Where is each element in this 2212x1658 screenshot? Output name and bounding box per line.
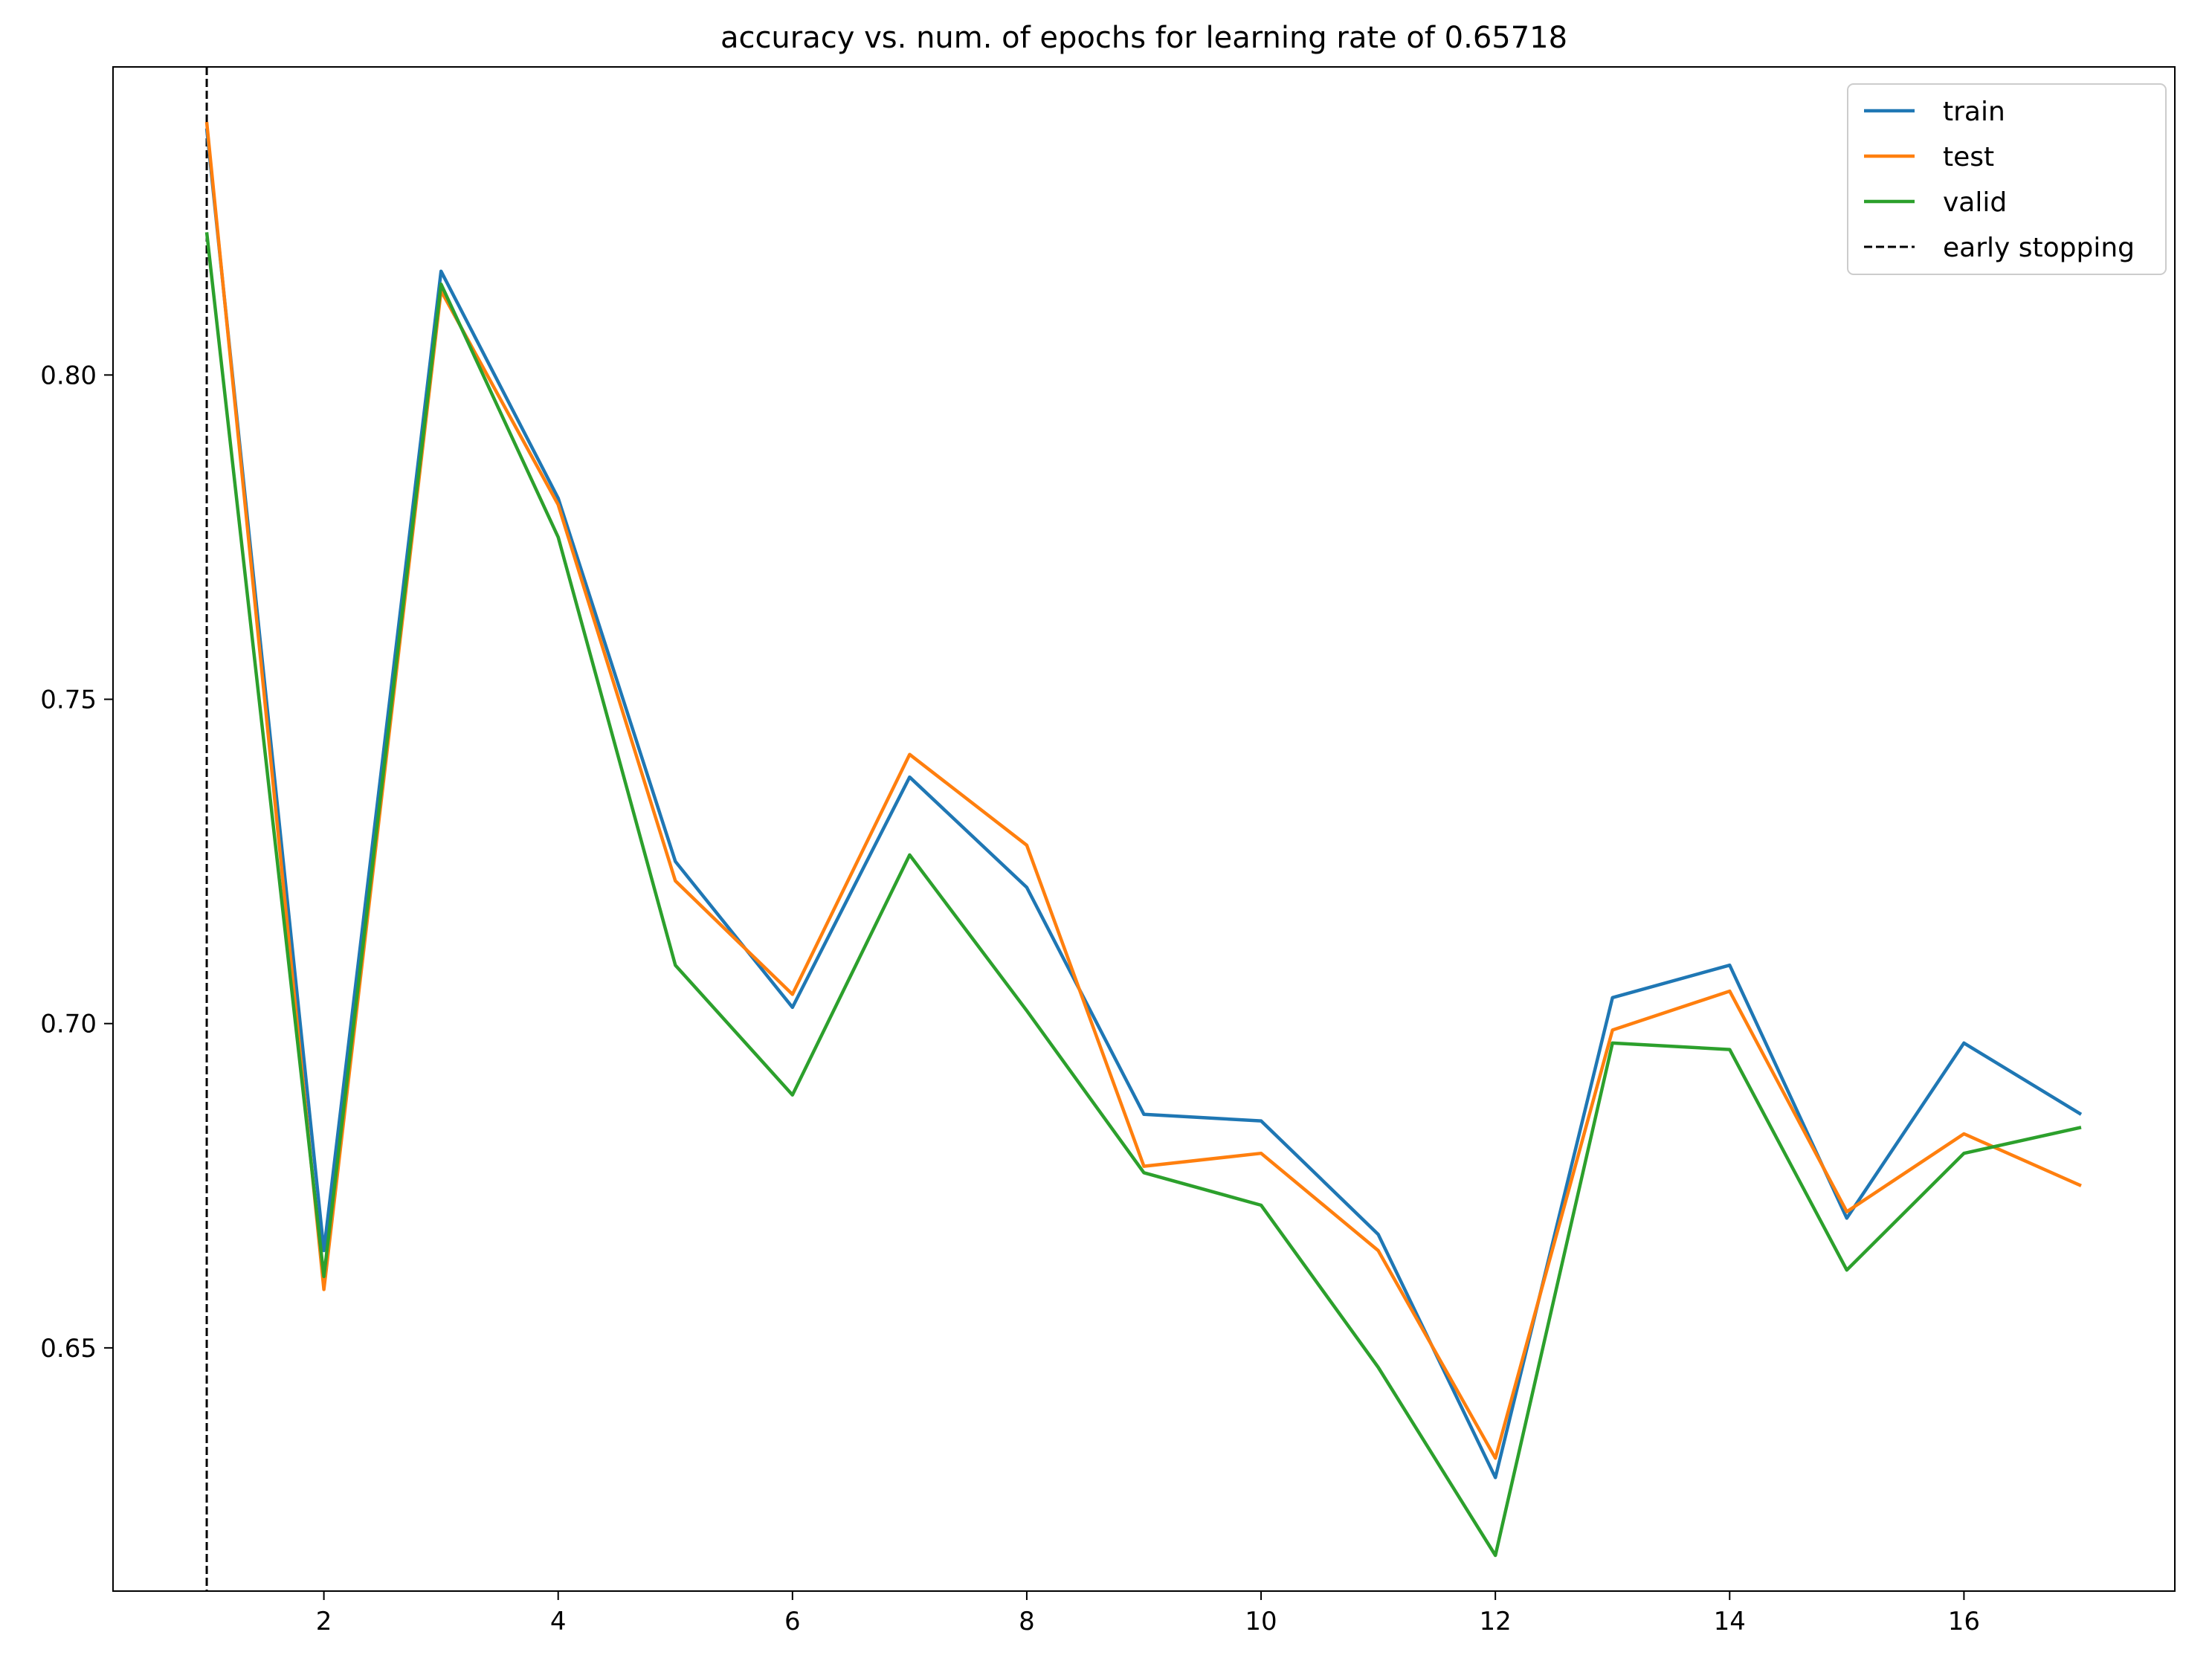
series-line-test bbox=[204, 121, 2082, 1460]
x-tick-label: 14 bbox=[1714, 1607, 1746, 1636]
x-axis: 2 4 6 8 10 12 14 16 bbox=[316, 1591, 1980, 1636]
chart-title: accuracy vs. num. of epochs for learning… bbox=[720, 21, 1567, 55]
legend: train test valid early stopping bbox=[1847, 83, 2167, 275]
series-line-valid bbox=[204, 232, 2082, 1558]
legend-label: test bbox=[1943, 142, 1994, 172]
x-tick-label: 8 bbox=[1019, 1607, 1035, 1636]
legend-box bbox=[1847, 83, 2167, 275]
x-tick-label: 6 bbox=[784, 1607, 801, 1636]
x-tick-label: 12 bbox=[1480, 1607, 1512, 1636]
y-tick-label: 0.70 bbox=[40, 1010, 97, 1039]
legend-label: valid bbox=[1943, 187, 2007, 218]
x-tick-label: 2 bbox=[316, 1607, 332, 1636]
x-tick-label: 16 bbox=[1948, 1607, 1980, 1636]
series-line-train bbox=[204, 128, 2083, 1480]
y-tick-label: 0.80 bbox=[40, 361, 97, 390]
y-tick-label: 0.75 bbox=[40, 686, 97, 715]
legend-label: early stopping bbox=[1943, 233, 2135, 263]
x-tick-label: 10 bbox=[1245, 1607, 1277, 1636]
y-axis: 0.65 0.70 0.75 0.80 bbox=[40, 361, 113, 1364]
plot-area bbox=[204, 67, 2083, 1591]
legend-label: train bbox=[1943, 97, 2005, 127]
x-tick-label: 4 bbox=[550, 1607, 567, 1636]
y-tick-label: 0.65 bbox=[40, 1334, 97, 1364]
plot-frame bbox=[112, 66, 2176, 1592]
